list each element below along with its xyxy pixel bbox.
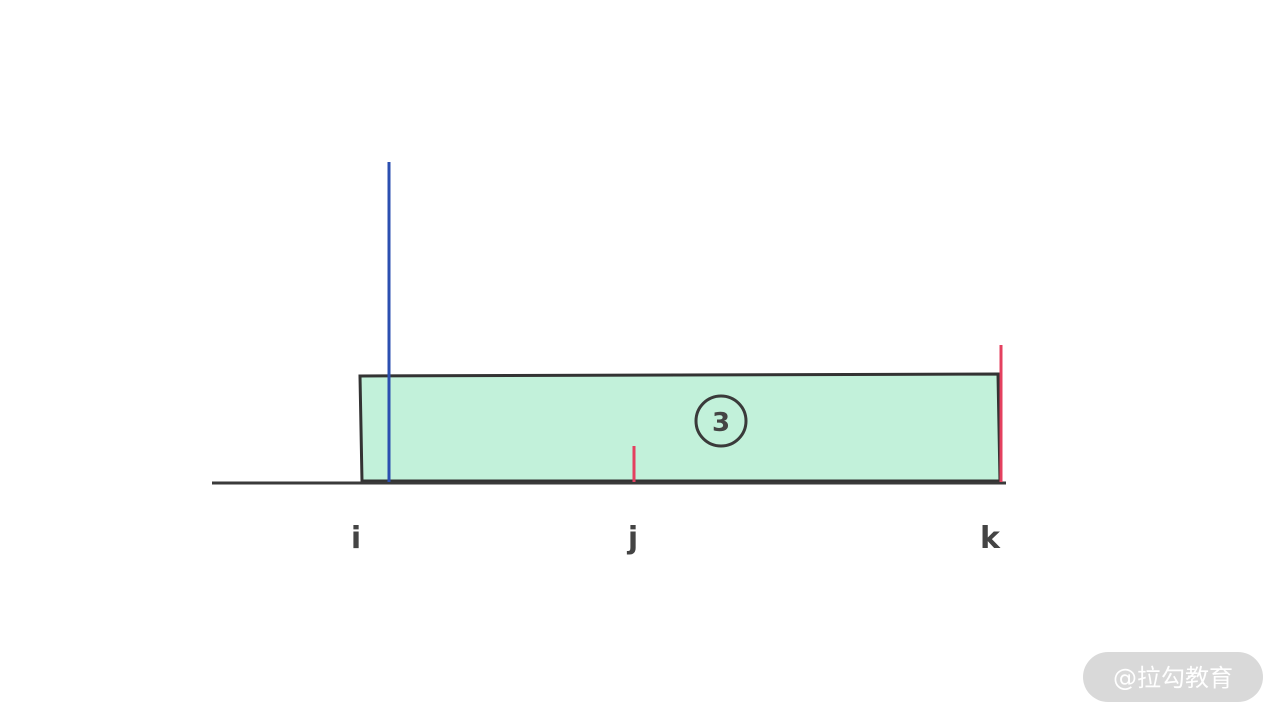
label-i: i (351, 521, 361, 556)
label-k: k (980, 521, 1001, 556)
region-circle (694, 394, 748, 448)
region-rect (358, 372, 1002, 483)
watermark-bg (1083, 652, 1263, 702)
region-number: 3 (712, 408, 730, 438)
watermark: @拉勾教育 (1113, 664, 1233, 692)
label-j: j (627, 521, 638, 556)
